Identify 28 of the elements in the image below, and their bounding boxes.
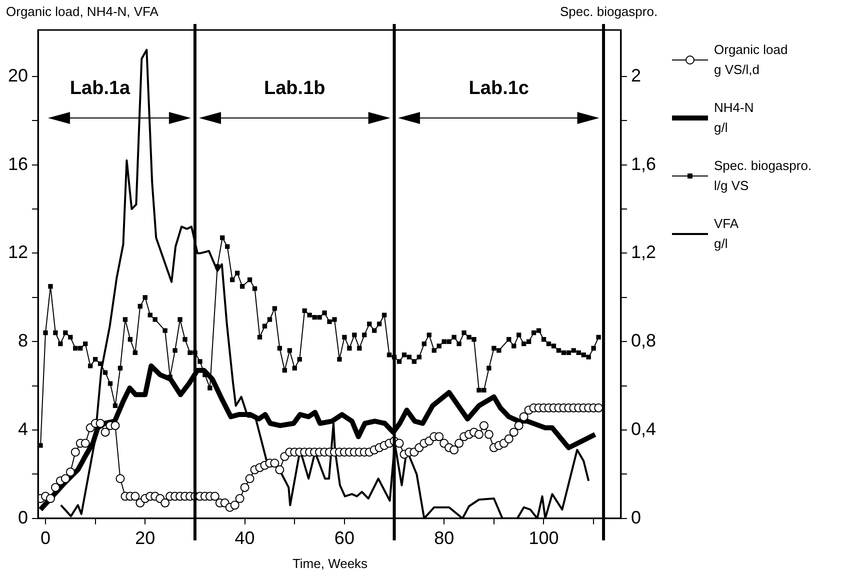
x-tick-label: 20 [135, 528, 156, 548]
y-tick-label: 8 [18, 330, 28, 351]
legend-label: VFA g/l [714, 215, 739, 253]
annotation: Lab.1c [468, 78, 530, 100]
legend-label: Spec. biogaspro. l/g VS [714, 157, 812, 195]
y2-tick-label: 2 [630, 65, 641, 86]
annotation: Lab.1a [70, 78, 131, 100]
x-tick-label: 100 [528, 528, 559, 548]
y2-tick-label: 0,4 [630, 418, 656, 439]
y2-tick-label: 1,6 [630, 154, 656, 174]
legend-label: Organic load g VS/l,d [714, 41, 788, 79]
y-tick-label: 20 [8, 65, 28, 86]
x-tick-label: 60 [334, 528, 354, 548]
y-axis-title: Organic load, NH4-N, VFA [6, 4, 158, 19]
annotation: Lab.1b [264, 78, 326, 100]
x-tick-label: 40 [234, 528, 255, 548]
x-axis-title: Time, Weeks [291, 556, 369, 571]
y-tick-label: 0 [18, 507, 28, 528]
y2-tick-label: 0,8 [630, 330, 656, 351]
y2-tick-label: 0 [630, 507, 641, 528]
y-tick-label: 16 [8, 154, 28, 174]
x-tick-label: 0 [40, 528, 51, 548]
y-tick-label: 12 [8, 242, 28, 262]
legend-label: NH4-N g/l [714, 99, 754, 137]
y-tick-label: 4 [18, 418, 28, 439]
y2-axis-title: Spec. biogaspro. [560, 4, 658, 19]
x-tick-label: 80 [434, 528, 454, 548]
y2-tick-label: 1,2 [630, 242, 656, 262]
